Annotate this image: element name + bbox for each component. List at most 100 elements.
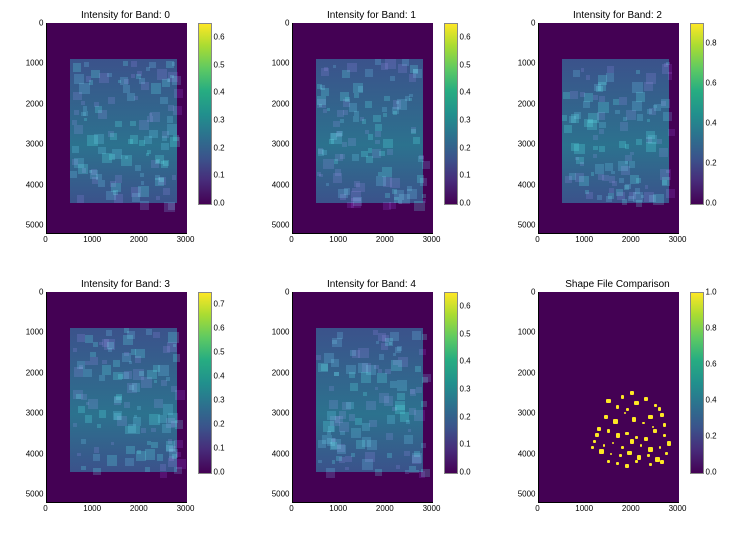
chart-area bbox=[46, 292, 187, 503]
subplot-title: Intensity for Band: 3 bbox=[81, 279, 170, 290]
x-ticks: 0100020003000 bbox=[46, 235, 186, 247]
noise-cell bbox=[121, 155, 132, 166]
noise-cell bbox=[157, 454, 164, 461]
noise-cell bbox=[586, 75, 591, 80]
noise-cell bbox=[173, 344, 176, 347]
scatter-point bbox=[653, 429, 657, 433]
colorbar-tick-label: 0.6 bbox=[706, 79, 717, 88]
noise-cell bbox=[416, 387, 422, 393]
noise-cell bbox=[74, 74, 83, 83]
y-tick-label: 3000 bbox=[262, 409, 290, 418]
colorbar-tick-label: 0.2 bbox=[706, 159, 717, 168]
noise-cell bbox=[106, 330, 112, 336]
noise-cell bbox=[318, 149, 325, 156]
noise-cell bbox=[321, 68, 329, 76]
noise-cell bbox=[619, 97, 627, 105]
colorbar-ticks: 0.00.10.20.30.40.50.6 bbox=[458, 23, 482, 203]
noise-cell bbox=[613, 99, 619, 105]
noise-cell bbox=[123, 335, 132, 344]
noise-cell bbox=[666, 189, 675, 198]
noise-cell bbox=[98, 110, 107, 119]
noise-cell bbox=[128, 424, 137, 433]
scatter-point bbox=[593, 440, 596, 443]
noise-cell bbox=[131, 61, 137, 67]
noise-cell bbox=[316, 355, 321, 360]
noise-cell bbox=[351, 428, 361, 438]
x-tick-label: 3000 bbox=[669, 504, 687, 513]
subplot-2: Intensity for Band: 20100020003000400050… bbox=[502, 10, 733, 249]
scatter-point bbox=[630, 391, 634, 395]
y-tick-label: 5000 bbox=[262, 489, 290, 498]
noise-cell bbox=[134, 415, 137, 418]
scatter-point bbox=[621, 395, 624, 398]
noise-cell bbox=[347, 63, 356, 72]
noise-cell bbox=[414, 201, 424, 211]
noise-cell bbox=[84, 118, 87, 121]
noise-cell bbox=[130, 135, 138, 143]
noise-cell bbox=[161, 380, 167, 386]
x-ticks: 0100020003000 bbox=[292, 235, 432, 247]
subplot-grid: Intensity for Band: 00100020003000400050… bbox=[10, 10, 733, 518]
noise-cell bbox=[612, 181, 617, 186]
noise-cell bbox=[81, 466, 86, 471]
noise-cell bbox=[378, 369, 382, 373]
noise-cell bbox=[131, 349, 137, 355]
x-tick-label: 1000 bbox=[329, 504, 347, 513]
noise-cell bbox=[361, 151, 367, 157]
noise-cell bbox=[321, 364, 328, 371]
subplot-1: Intensity for Band: 10100020003000400050… bbox=[256, 10, 487, 249]
noise-cell bbox=[384, 96, 389, 101]
noise-cell bbox=[73, 63, 82, 72]
noise-cell bbox=[390, 178, 400, 188]
colorbar-tick-label: 0.1 bbox=[214, 171, 225, 180]
noise-cell bbox=[398, 357, 408, 367]
noise-cell bbox=[163, 188, 171, 196]
noise-cell bbox=[362, 423, 370, 431]
x-tick-label: 2000 bbox=[622, 504, 640, 513]
noise-cell bbox=[153, 332, 160, 339]
noise-cell bbox=[375, 469, 382, 476]
noise-cell bbox=[132, 193, 141, 202]
noise-cell bbox=[115, 175, 122, 182]
scatter-point bbox=[658, 407, 661, 410]
y-tick-label: 2000 bbox=[508, 368, 536, 377]
noise-cell bbox=[110, 133, 117, 140]
subplot-title: Shape File Comparison bbox=[565, 279, 670, 290]
x-tick-label: 3000 bbox=[423, 235, 441, 244]
colorbar-tick-label: 0.3 bbox=[214, 115, 225, 124]
noise-cell bbox=[405, 470, 409, 474]
noise-cell bbox=[164, 202, 175, 213]
noise-cell bbox=[326, 468, 336, 478]
noise-cell bbox=[335, 169, 341, 175]
noise-cell bbox=[99, 410, 106, 417]
x-tick-label: 2000 bbox=[130, 235, 148, 244]
colorbar-tick-label: 0.6 bbox=[706, 360, 717, 369]
noise-cell bbox=[97, 424, 101, 428]
scatter-point bbox=[652, 426, 654, 428]
noise-cell bbox=[321, 88, 329, 96]
noise-cell bbox=[162, 136, 167, 141]
noise-cell bbox=[368, 134, 373, 139]
y-ticks: 010002000300040005000 bbox=[262, 292, 290, 502]
scatter-point bbox=[648, 415, 652, 419]
y-ticks: 010002000300040005000 bbox=[262, 23, 290, 233]
noise-cell bbox=[146, 329, 152, 335]
noise-cell bbox=[329, 386, 334, 391]
noise-cell bbox=[173, 106, 182, 115]
colorbar-tick-label: 0.3 bbox=[460, 384, 471, 393]
noise-cell bbox=[77, 453, 80, 456]
plot-wrap: 01000200030004000500001000200030000.00.1… bbox=[16, 23, 236, 249]
noise-cell bbox=[587, 120, 597, 130]
noise-cell bbox=[648, 135, 657, 144]
plot-wrap: 0100020003000400050000100020003000 0.00.1… bbox=[262, 23, 482, 249]
scatter-point bbox=[616, 462, 619, 465]
y-tick-label: 0 bbox=[262, 288, 290, 297]
noise-cell bbox=[595, 164, 604, 173]
noise-cell bbox=[351, 453, 355, 457]
noise-cell bbox=[342, 402, 351, 411]
scatter-point bbox=[595, 433, 599, 437]
colorbar-ticks: 0.00.10.20.30.40.50.6 bbox=[458, 292, 482, 472]
x-tick-label: 2000 bbox=[130, 504, 148, 513]
noise-cell bbox=[126, 446, 134, 454]
noise-cell bbox=[409, 98, 412, 101]
